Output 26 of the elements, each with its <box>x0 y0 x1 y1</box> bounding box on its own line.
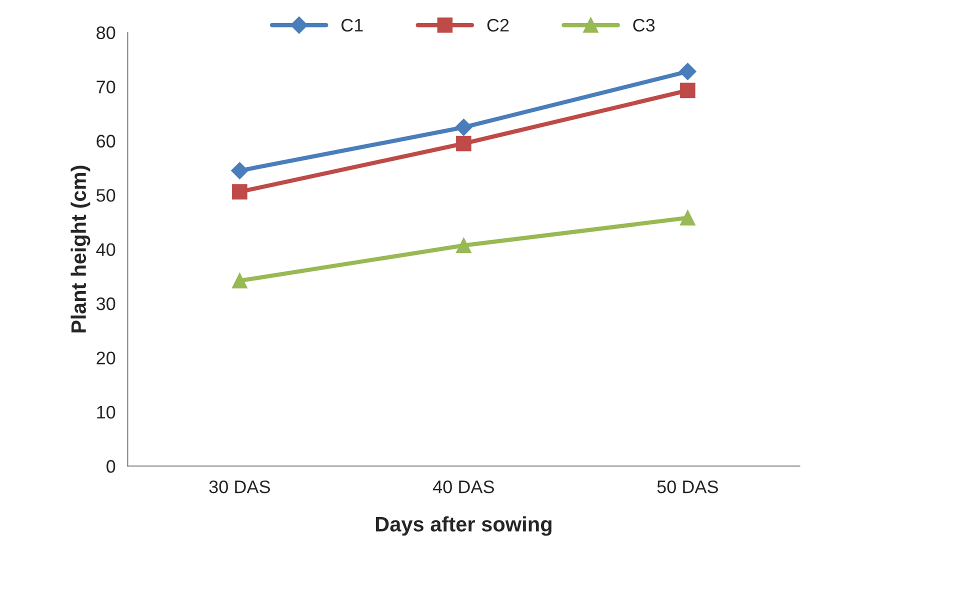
point <box>455 118 472 136</box>
x-tick-label: 30 DAS <box>209 480 270 494</box>
point <box>231 162 248 180</box>
x-tick-label: 40 DAS <box>432 480 494 494</box>
point <box>680 82 696 98</box>
x-axis-title: Days after sowing <box>376 516 552 536</box>
y-tick-label: 10 <box>97 406 116 419</box>
y-tick-label: 30 <box>96 297 116 310</box>
legend-label: C2 <box>487 18 509 32</box>
y-tick-label: 40 <box>96 243 116 256</box>
point <box>680 210 696 226</box>
point <box>232 273 248 288</box>
legend-label: C1 <box>342 18 363 32</box>
point <box>456 238 472 254</box>
y-tick-label: 70 <box>96 80 116 94</box>
point <box>456 136 472 152</box>
y-tick-label: 60 <box>96 134 116 148</box>
point <box>232 184 248 200</box>
y-tick-label: 80 <box>96 26 116 40</box>
x-tick-label: 50 DAS <box>657 480 718 494</box>
y-axis-title: Plant height (cm) <box>70 166 90 332</box>
y-tick-label: 50 <box>96 189 116 202</box>
legend-label: C3 <box>633 18 655 32</box>
y-tick-label: 0 <box>106 460 116 473</box>
point <box>679 62 696 80</box>
y-tick-label: 20 <box>96 352 116 364</box>
